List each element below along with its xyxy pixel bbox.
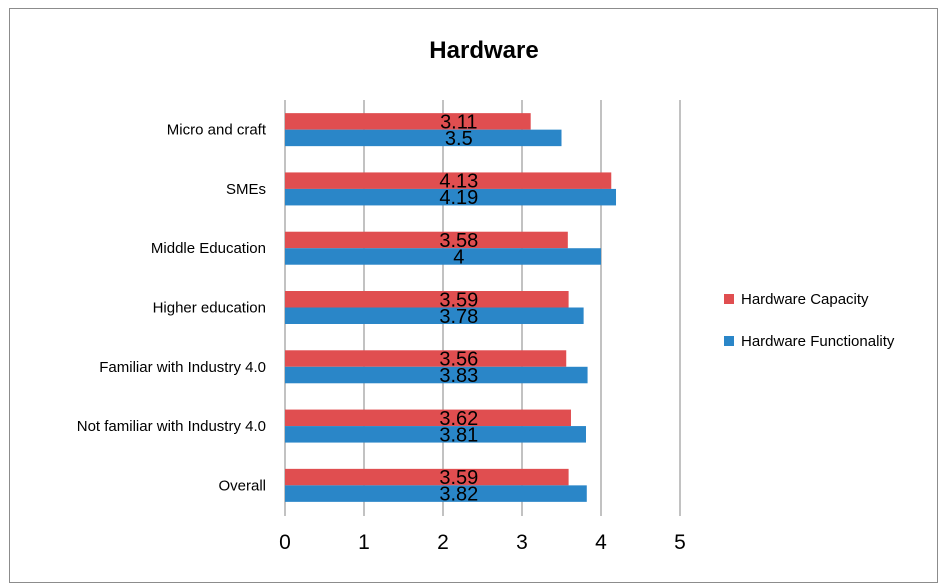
category-label: Higher education	[153, 300, 266, 317]
category-label: SMEs	[226, 181, 266, 198]
category-label: Not familiar with Industry 4.0	[77, 418, 266, 435]
data-label: 3.62	[439, 408, 478, 430]
data-labels: 3.113.54.134.193.5843.593.783.563.833.62…	[439, 111, 478, 505]
data-label: 4.13	[439, 171, 478, 193]
bar-functionality	[285, 129, 562, 147]
data-label: 3.83	[439, 365, 478, 387]
x-tick-label: 0	[279, 531, 291, 554]
x-tick-label: 4	[595, 531, 607, 554]
bar-functionality	[285, 248, 601, 265]
data-label: 3.5	[445, 128, 473, 150]
bar-functionality	[285, 426, 586, 443]
x-tick-label: 3	[516, 531, 528, 554]
bar-capacity	[285, 172, 612, 189]
data-label: 3.56	[439, 349, 478, 371]
category-label: Familiar with Industry 4.0	[99, 359, 266, 376]
category-label: Micro and craft	[167, 122, 267, 139]
chart-title: Hardware	[429, 37, 538, 64]
data-label: 3.78	[439, 306, 478, 328]
legend-label: Hardware Functionality	[741, 333, 895, 350]
data-label: 4	[453, 246, 464, 268]
legend-swatch	[724, 336, 734, 346]
data-label: 3.82	[439, 484, 478, 506]
data-label: 3.58	[439, 230, 478, 252]
bar-functionality	[285, 307, 584, 324]
category-label: Overall	[218, 477, 266, 494]
x-tick-label: 5	[674, 531, 686, 554]
data-label: 3.59	[439, 289, 478, 311]
category-labels: Micro and craft SMEs Middle Education Highe…	[77, 122, 267, 495]
data-label: 4.19	[439, 187, 478, 209]
data-label: 3.81	[439, 424, 478, 446]
x-tick-labels: 0 1 2 3 4 5	[279, 531, 686, 554]
data-label: 3.59	[439, 467, 478, 489]
bar-capacity	[285, 409, 571, 427]
gridlines	[284, 100, 681, 516]
data-label: 3.11	[440, 111, 477, 133]
bars	[285, 113, 617, 502]
legend: Hardware Capacity Hardware Functionality	[724, 291, 895, 350]
bar-capacity	[285, 113, 531, 130]
bar-capacity	[285, 350, 567, 367]
bar-capacity	[285, 291, 569, 308]
x-tick-label: 2	[437, 531, 449, 554]
legend-swatch	[724, 294, 734, 304]
bar-capacity	[285, 231, 568, 249]
bar-functionality	[285, 366, 588, 384]
category-label: Middle Education	[151, 240, 266, 257]
bar-capacity	[285, 468, 569, 486]
x-tick-label: 1	[358, 531, 370, 554]
legend-label: Hardware Capacity	[741, 291, 869, 308]
bar-functionality	[285, 485, 587, 502]
bar-functionality	[285, 188, 617, 206]
